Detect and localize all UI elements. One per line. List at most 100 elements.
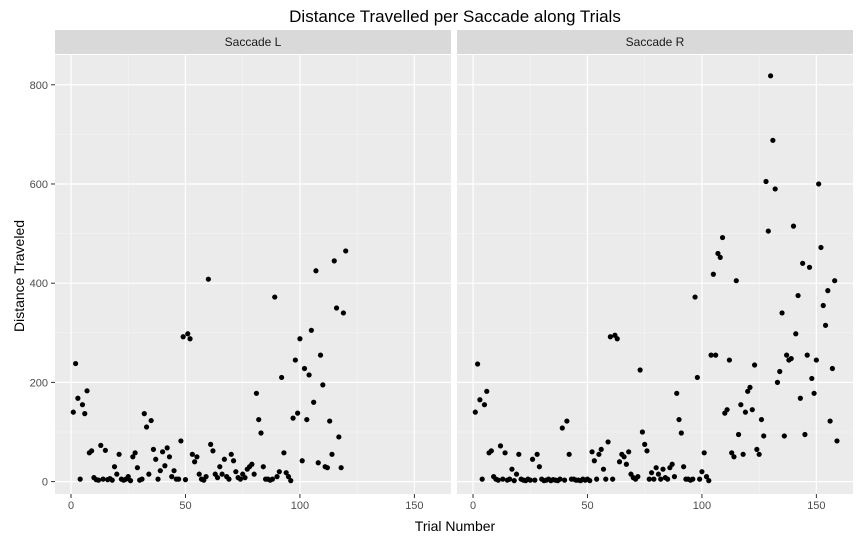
data-point bbox=[185, 331, 191, 337]
data-point bbox=[196, 471, 202, 477]
data-point bbox=[292, 357, 298, 363]
plot-panel bbox=[457, 55, 853, 494]
data-point bbox=[114, 471, 120, 477]
data-point bbox=[495, 477, 501, 483]
x-tick-label: 50 bbox=[179, 500, 191, 512]
data-point bbox=[800, 260, 806, 266]
data-point bbox=[827, 418, 833, 424]
data-point bbox=[566, 451, 572, 457]
data-point bbox=[281, 450, 287, 456]
data-point bbox=[669, 461, 675, 467]
data-point bbox=[306, 372, 312, 378]
facet-strip-label: Saccade R bbox=[626, 35, 685, 49]
data-point bbox=[313, 268, 319, 274]
data-point bbox=[532, 477, 538, 483]
data-point bbox=[701, 450, 707, 456]
data-point bbox=[694, 374, 700, 381]
data-point bbox=[73, 360, 79, 367]
data-point bbox=[594, 476, 600, 482]
data-point bbox=[813, 357, 819, 363]
y-tick-label: 800 bbox=[30, 80, 48, 92]
x-tick-label: 150 bbox=[807, 500, 825, 512]
data-point bbox=[559, 425, 565, 431]
data-point bbox=[214, 475, 221, 481]
data-point bbox=[146, 471, 152, 477]
data-point bbox=[166, 454, 173, 460]
data-point bbox=[125, 474, 131, 480]
data-point bbox=[276, 469, 282, 475]
data-point bbox=[159, 449, 166, 455]
data-point bbox=[320, 382, 326, 388]
data-point bbox=[311, 399, 317, 405]
y-tick-label: 0 bbox=[42, 477, 48, 489]
data-point bbox=[516, 451, 522, 457]
data-point bbox=[777, 368, 783, 375]
data-point bbox=[621, 454, 627, 460]
data-point bbox=[788, 355, 794, 362]
data-point bbox=[157, 468, 163, 474]
data-point bbox=[176, 476, 182, 482]
data-point bbox=[726, 357, 732, 363]
data-point bbox=[472, 409, 478, 415]
data-point bbox=[603, 476, 609, 482]
data-point bbox=[283, 470, 289, 476]
facet-panels: Saccade L Saccade R bbox=[55, 30, 853, 494]
data-point bbox=[308, 327, 314, 333]
data-point bbox=[733, 278, 739, 284]
data-point bbox=[340, 310, 347, 316]
data-point bbox=[756, 451, 762, 457]
data-point bbox=[497, 443, 504, 449]
data-point bbox=[715, 250, 721, 257]
data-point bbox=[242, 475, 248, 481]
data-point bbox=[116, 451, 122, 457]
data-point bbox=[605, 439, 611, 445]
data-point bbox=[651, 476, 657, 482]
data-point bbox=[155, 476, 161, 482]
data-point bbox=[477, 397, 483, 403]
data-point bbox=[802, 431, 808, 438]
data-point bbox=[192, 459, 198, 465]
data-point bbox=[818, 244, 824, 251]
data-point bbox=[208, 441, 214, 447]
data-point bbox=[623, 461, 629, 467]
data-point bbox=[527, 477, 533, 483]
data-point bbox=[315, 460, 321, 466]
data-point bbox=[614, 336, 620, 342]
data-point bbox=[79, 402, 86, 408]
y-tick-label: 400 bbox=[30, 278, 48, 290]
data-point bbox=[717, 254, 723, 260]
data-point bbox=[781, 433, 787, 439]
data-point bbox=[256, 416, 262, 423]
data-point bbox=[290, 415, 296, 421]
x-tick-label: 0 bbox=[68, 500, 74, 512]
data-point bbox=[795, 292, 801, 299]
data-point bbox=[639, 429, 646, 435]
data-point bbox=[178, 438, 184, 444]
data-point bbox=[285, 474, 292, 480]
x-tick-label: 100 bbox=[693, 500, 711, 512]
x-tick-label: 50 bbox=[581, 500, 593, 512]
data-point bbox=[772, 186, 778, 192]
data-point bbox=[162, 463, 168, 469]
data-point bbox=[301, 365, 308, 372]
data-point bbox=[664, 476, 671, 482]
x-tick-label: 100 bbox=[291, 500, 309, 512]
data-point bbox=[70, 409, 76, 415]
data-point bbox=[189, 451, 195, 457]
data-point bbox=[751, 362, 758, 368]
data-point bbox=[304, 416, 310, 423]
data-point bbox=[143, 424, 150, 430]
data-point bbox=[658, 476, 664, 482]
facet-panel-right: Saccade R bbox=[457, 30, 853, 494]
x-axes: 0 50 100 150 0 50 100 150 bbox=[68, 494, 826, 512]
data-point bbox=[509, 466, 515, 472]
data-point bbox=[89, 448, 95, 454]
data-point bbox=[511, 478, 517, 484]
data-point bbox=[758, 416, 765, 423]
data-point bbox=[102, 447, 108, 453]
data-point bbox=[644, 448, 650, 454]
data-point bbox=[690, 476, 696, 482]
data-point bbox=[513, 471, 520, 477]
data-point bbox=[648, 470, 655, 476]
